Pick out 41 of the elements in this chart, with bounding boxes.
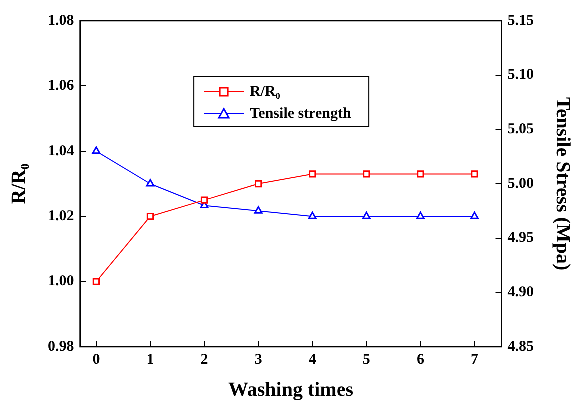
y-tick-label: 1.00 [48,274,74,290]
x-tick-label: 0 [92,352,100,368]
point [308,212,317,220]
point [254,206,263,214]
y-tick-label: 0.98 [48,338,74,355]
point [255,180,262,188]
x-axis-title: Washing times [228,379,354,402]
y2-tick-label: 5.00 [508,176,534,192]
y2-tick-label: 4.90 [508,284,534,301]
point [146,179,155,187]
point [200,196,208,204]
point [416,212,425,220]
x-tick-label: 6 [416,352,425,368]
y-tick-label: 1.08 [48,12,74,29]
point [470,212,479,220]
y-tick-label: 1.06 [48,78,75,94]
y-tick-label: 1.02 [48,208,74,224]
y2-tick-label: 5.15 [508,12,534,29]
y2-tick-label: 4.85 [508,338,534,355]
y2-tick-label: 4.95 [508,230,534,246]
y2-tick-label: 5.10 [508,67,534,84]
point [309,170,316,178]
y-axis-title: R/R₀ [8,164,30,204]
legend-label: Tensile strength [250,106,352,122]
legend-label: R/R₀ [250,84,281,100]
point [146,213,154,220]
x-tick-label: 3 [254,352,262,368]
x-tick-label: 5 [362,352,370,368]
x-tick-label: 1 [146,352,154,368]
point [417,170,424,178]
point [471,170,478,178]
y2-axis-title: Tensile Stress (Mpa) [552,97,574,271]
x-tick-label: 2 [200,352,208,368]
point [363,170,370,178]
point [362,212,371,220]
x-tick-label: 7 [470,352,479,368]
point [92,278,100,286]
y2-tick-label: 5.05 [508,122,534,138]
point [92,146,101,154]
x-tick-label: 4 [308,352,317,368]
y-tick-label: 1.04 [48,143,75,160]
